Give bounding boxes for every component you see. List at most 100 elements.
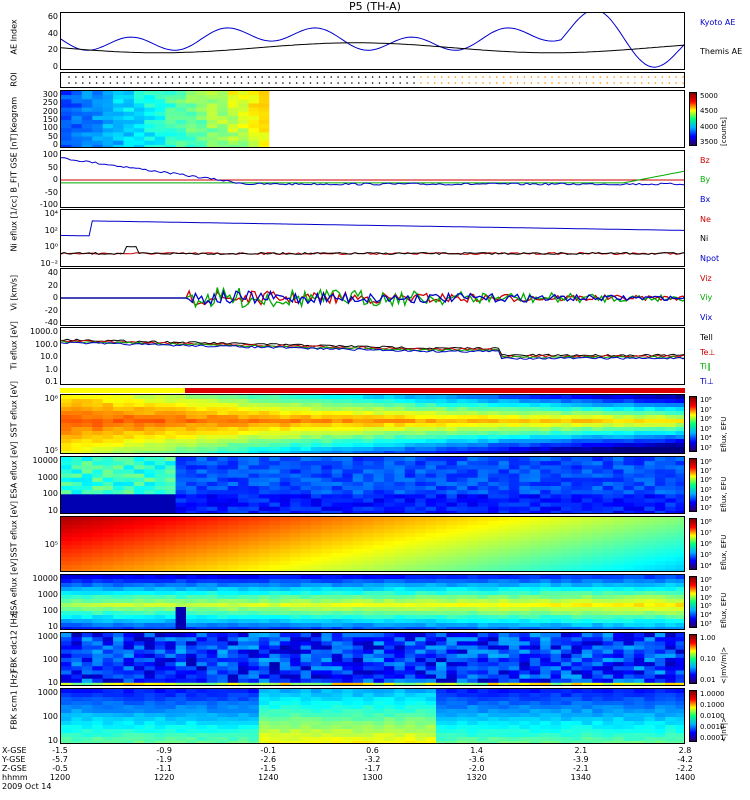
heat-cell <box>321 557 333 562</box>
heat-cell <box>436 457 447 462</box>
heat-cell <box>602 415 614 420</box>
heat-cell <box>238 521 249 526</box>
heat-cell <box>238 619 249 624</box>
heat-cell <box>373 557 385 562</box>
heat-cell <box>144 115 156 121</box>
heat-cell <box>113 99 124 104</box>
heat-cell <box>258 657 270 663</box>
heat-cell <box>217 666 229 671</box>
heat-cell <box>269 517 281 522</box>
heat-cell <box>144 494 156 499</box>
heat-cell <box>675 553 684 558</box>
roi-mark <box>289 76 291 78</box>
heat-cell <box>675 431 684 436</box>
heat-cell <box>81 465 93 470</box>
roi-mark <box>116 82 119 84</box>
heat-cell <box>196 657 208 663</box>
heat-cell <box>165 99 177 104</box>
heat-cell <box>644 473 656 479</box>
heat-cell <box>206 481 218 487</box>
heat-cell <box>92 443 104 448</box>
heat-cell <box>186 641 197 646</box>
heat-cell <box>363 120 374 125</box>
heat-cell <box>415 603 427 608</box>
heat-cell <box>394 506 406 512</box>
heat-cell <box>269 529 281 534</box>
heat-cell <box>238 575 249 580</box>
heat-cell <box>290 569 302 571</box>
heat-cell <box>665 107 677 113</box>
heat-cell <box>238 461 249 466</box>
heat-cell <box>206 579 218 584</box>
heat-cell <box>186 569 197 571</box>
heat-cell <box>633 521 645 526</box>
heat-cell <box>394 623 406 628</box>
heat-cell <box>92 473 104 479</box>
heat-cell <box>154 115 166 121</box>
heat-cell <box>352 633 364 638</box>
heat-cell <box>383 607 395 612</box>
heat-cell <box>123 407 135 412</box>
heat-cell <box>498 107 510 113</box>
heat-cell <box>258 607 270 612</box>
heat-cell <box>623 627 635 629</box>
heat-cell <box>498 611 510 616</box>
heat-cell <box>623 510 635 513</box>
heat-cell <box>133 461 145 466</box>
heat-cell <box>363 399 374 404</box>
heat-cell <box>363 465 374 470</box>
heat-cell <box>269 549 281 554</box>
heat-cell <box>633 473 645 479</box>
heat-cell <box>61 403 72 408</box>
heat-cell <box>467 490 479 495</box>
heat-cell <box>61 649 72 655</box>
heat-cell <box>92 435 104 440</box>
heat-cell <box>529 415 541 420</box>
roi-mark <box>427 76 429 78</box>
heat-cell <box>561 120 572 125</box>
heat-cell <box>92 99 104 104</box>
panel-esa_i-plot <box>61 575 684 629</box>
heat-cell <box>633 517 645 522</box>
heat-cell <box>71 678 83 684</box>
heat-cell <box>186 124 197 129</box>
heat-cell <box>269 553 281 558</box>
heat-cell <box>321 603 333 608</box>
heat-cell <box>383 615 395 620</box>
heat-cell <box>633 136 645 142</box>
roi-mark <box>344 76 346 78</box>
heat-cell <box>383 657 395 663</box>
heat-cell <box>654 451 666 453</box>
heat-cell <box>81 111 93 117</box>
heat-cell <box>519 510 531 513</box>
heat-cell <box>404 662 416 667</box>
heat-cell <box>133 115 145 121</box>
heat-cell <box>102 595 114 600</box>
heat-cell <box>175 411 187 416</box>
heat-cell <box>654 403 666 408</box>
heat-cell <box>561 603 572 608</box>
heat-cell <box>592 461 604 466</box>
heat-cell <box>373 545 385 550</box>
heat-cell <box>561 529 572 534</box>
heat-cell <box>613 427 624 432</box>
heat-cell <box>529 395 541 400</box>
heat-cell <box>519 124 531 129</box>
heat-cell <box>675 565 684 570</box>
heat-cell <box>196 494 208 499</box>
roi-mark <box>413 76 415 78</box>
heat-cell <box>561 439 572 444</box>
heat-cell <box>279 557 291 562</box>
heat-cell <box>623 599 635 604</box>
heat-cell <box>394 451 406 453</box>
heat-cell <box>71 91 83 96</box>
heat-cell <box>154 599 166 604</box>
heat-cell <box>196 481 208 487</box>
heat-cell <box>175 140 187 146</box>
heat-cell <box>519 623 531 628</box>
heat-cell <box>227 431 239 436</box>
heat-cell <box>123 591 135 596</box>
roi-mark <box>233 82 236 84</box>
heat-cell <box>61 607 72 612</box>
heat-cell <box>561 443 572 448</box>
